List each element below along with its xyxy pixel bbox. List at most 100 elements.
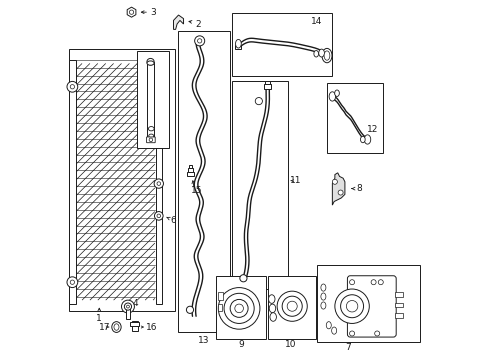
Bar xyxy=(131,320,138,331)
Circle shape xyxy=(154,179,163,188)
Circle shape xyxy=(374,331,379,336)
Bar xyxy=(69,49,174,311)
Ellipse shape xyxy=(235,40,241,48)
Circle shape xyxy=(282,296,302,316)
Ellipse shape xyxy=(318,49,324,57)
Ellipse shape xyxy=(313,50,318,57)
FancyBboxPatch shape xyxy=(346,276,395,337)
Text: 1: 1 xyxy=(96,314,102,323)
Circle shape xyxy=(157,182,160,185)
Circle shape xyxy=(349,280,354,285)
Circle shape xyxy=(230,300,247,318)
Bar xyxy=(217,292,223,300)
Text: 14: 14 xyxy=(310,17,321,26)
Bar xyxy=(234,45,240,49)
Ellipse shape xyxy=(360,136,365,143)
Text: 8: 8 xyxy=(356,184,362,193)
Text: 3: 3 xyxy=(150,8,156,17)
Bar xyxy=(130,322,139,326)
Circle shape xyxy=(124,303,131,310)
Text: 5: 5 xyxy=(139,89,144,98)
Bar xyxy=(69,60,76,304)
Text: 10: 10 xyxy=(285,341,296,350)
Polygon shape xyxy=(332,173,344,205)
Polygon shape xyxy=(173,15,183,30)
Ellipse shape xyxy=(114,324,119,330)
Circle shape xyxy=(255,98,262,105)
Text: 15: 15 xyxy=(191,186,202,195)
Circle shape xyxy=(370,280,375,285)
Circle shape xyxy=(340,295,363,318)
Circle shape xyxy=(186,306,193,314)
Ellipse shape xyxy=(325,321,330,329)
Bar xyxy=(394,292,402,297)
Circle shape xyxy=(129,10,133,14)
Circle shape xyxy=(197,39,202,43)
Text: 16: 16 xyxy=(145,323,157,332)
Ellipse shape xyxy=(147,61,154,65)
Circle shape xyxy=(218,288,260,329)
Bar xyxy=(217,305,222,311)
Circle shape xyxy=(378,280,383,285)
Ellipse shape xyxy=(320,293,325,300)
Text: 13: 13 xyxy=(197,336,208,345)
Circle shape xyxy=(67,277,78,288)
Circle shape xyxy=(349,331,354,336)
Circle shape xyxy=(224,293,254,323)
Bar xyxy=(147,62,154,137)
Ellipse shape xyxy=(320,284,325,291)
Bar xyxy=(137,51,169,148)
Text: 17: 17 xyxy=(99,323,110,332)
Circle shape xyxy=(332,179,337,184)
Circle shape xyxy=(234,304,243,313)
Circle shape xyxy=(277,291,306,321)
Circle shape xyxy=(149,138,152,141)
Text: 7: 7 xyxy=(345,343,351,352)
Ellipse shape xyxy=(269,304,275,313)
Bar xyxy=(267,276,316,338)
Circle shape xyxy=(154,212,163,220)
Bar xyxy=(178,31,230,332)
Bar xyxy=(215,276,265,338)
Ellipse shape xyxy=(148,127,154,131)
Text: 4: 4 xyxy=(132,299,138,308)
Circle shape xyxy=(286,301,297,311)
Circle shape xyxy=(121,300,134,313)
Ellipse shape xyxy=(364,135,370,144)
Circle shape xyxy=(70,280,74,284)
Ellipse shape xyxy=(328,92,335,101)
Bar xyxy=(394,314,402,318)
Circle shape xyxy=(157,214,160,218)
Bar xyxy=(155,60,162,304)
Ellipse shape xyxy=(147,58,154,65)
Circle shape xyxy=(70,85,74,89)
Circle shape xyxy=(194,36,204,46)
Ellipse shape xyxy=(268,295,274,303)
Ellipse shape xyxy=(334,90,339,96)
Ellipse shape xyxy=(269,313,276,321)
Circle shape xyxy=(334,289,368,323)
Circle shape xyxy=(337,190,343,195)
Text: 11: 11 xyxy=(289,176,301,185)
Bar xyxy=(326,83,382,153)
Text: 2: 2 xyxy=(195,19,201,28)
Ellipse shape xyxy=(112,321,121,332)
Circle shape xyxy=(126,305,129,308)
Ellipse shape xyxy=(331,327,336,334)
Bar xyxy=(263,84,270,89)
Circle shape xyxy=(239,275,246,282)
Circle shape xyxy=(67,81,78,92)
Text: 6: 6 xyxy=(169,216,175,225)
Ellipse shape xyxy=(324,51,329,60)
FancyBboxPatch shape xyxy=(146,137,155,143)
Bar xyxy=(188,165,192,168)
Ellipse shape xyxy=(320,302,325,309)
Text: 12: 12 xyxy=(366,125,378,134)
Bar xyxy=(187,168,192,172)
Text: 9: 9 xyxy=(238,341,244,350)
Bar xyxy=(394,303,402,307)
Ellipse shape xyxy=(321,48,331,63)
Circle shape xyxy=(346,301,357,312)
Bar xyxy=(231,13,332,76)
Bar xyxy=(264,81,269,84)
